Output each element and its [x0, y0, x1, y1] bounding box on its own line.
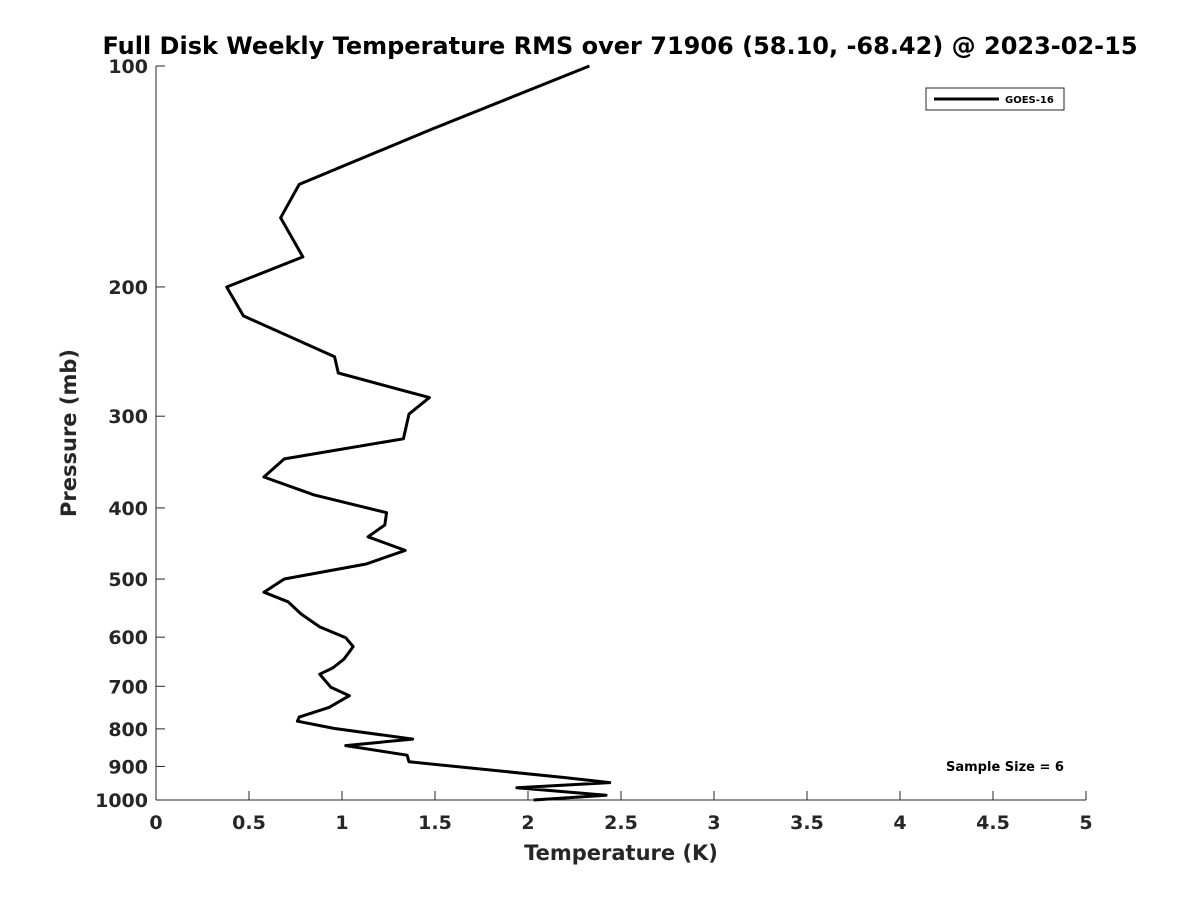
- legend: GOES-16: [925, 87, 1065, 111]
- x-tick-label: 5: [1079, 812, 1092, 834]
- chart-title: Full Disk Weekly Temperature RMS over 71…: [102, 32, 1137, 60]
- x-tick-label: 3.5: [790, 812, 824, 834]
- y-tick-label: 800: [108, 719, 148, 741]
- y-axis-label: Pressure (mb): [57, 349, 81, 517]
- x-tick-label: 0.5: [232, 812, 266, 834]
- series-layer: [225, 64, 612, 802]
- y-tick-label: 400: [108, 498, 148, 520]
- x-ticks: 0 0.5 1 1.5 2 2.5 3 3.5 4 4.5 5: [149, 791, 1093, 834]
- y-tick-label: 300: [108, 406, 148, 428]
- series-line-goes-16: [225, 64, 612, 802]
- x-tick-label: 0: [149, 812, 162, 834]
- sample-size-annotation: Sample Size = 6: [946, 760, 1064, 775]
- y-ticks: 100 200 300 400 500 600 700 800 900 1000: [95, 56, 165, 812]
- y-tick-label: 1000: [95, 790, 148, 812]
- x-tick-label: 3: [707, 812, 720, 834]
- x-tick-label: 4: [893, 812, 906, 834]
- x-tick-label: 4.5: [976, 812, 1010, 834]
- x-tick-label: 2: [521, 812, 534, 834]
- x-tick-label: 1: [335, 812, 348, 834]
- y-tick-label: 200: [108, 277, 148, 299]
- y-tick-label: 900: [108, 756, 148, 778]
- plot-area: [155, 66, 1086, 801]
- x-axis-label: Temperature (K): [524, 841, 718, 865]
- x-tick-label: 1.5: [418, 812, 452, 834]
- y-tick-label: 500: [108, 569, 148, 591]
- y-tick-label: 600: [108, 627, 148, 649]
- x-tick-label: 2.5: [604, 812, 638, 834]
- y-tick-label: 100: [108, 56, 148, 78]
- y-tick-label: 700: [108, 676, 148, 698]
- legend-label-goes-16: GOES-16: [1005, 95, 1054, 106]
